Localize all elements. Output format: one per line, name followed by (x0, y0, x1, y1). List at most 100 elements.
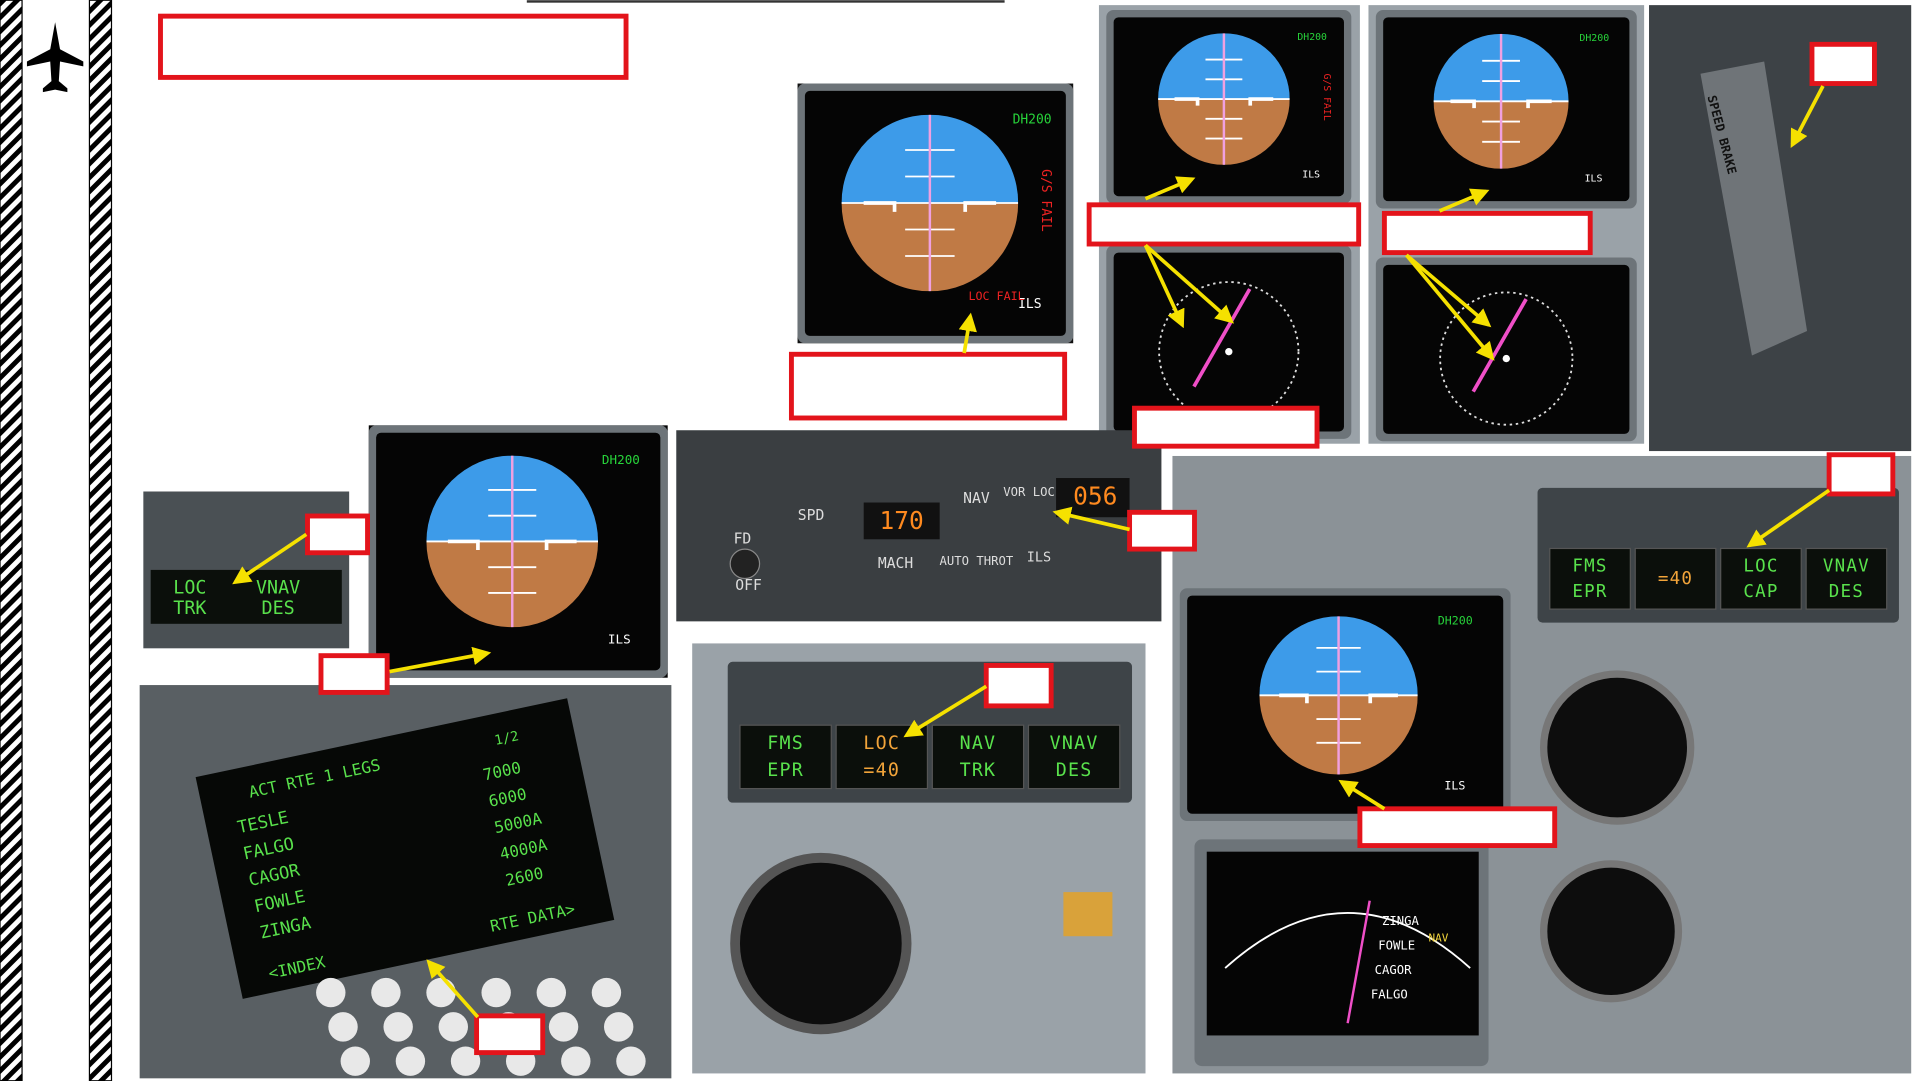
label: NAV (960, 733, 997, 754)
callout-arrow (1438, 188, 1490, 213)
label: DH200 (1297, 32, 1327, 43)
altimeter (730, 852, 912, 1035)
track (1346, 900, 1371, 1024)
label: LOC (173, 577, 206, 598)
callout-box (1381, 210, 1593, 256)
key (371, 977, 401, 1008)
side-stripe (88, 0, 113, 1081)
callout-arrow (903, 684, 988, 738)
callout-arrow (958, 312, 977, 354)
label: G/S FAIL (1321, 74, 1332, 121)
key (328, 1012, 358, 1042)
callout-box (983, 663, 1054, 709)
key (340, 1046, 370, 1076)
label: DH200 (602, 452, 640, 467)
label: FALGO (1371, 988, 1408, 1002)
callout-arrow (232, 532, 308, 585)
compass-rose (1439, 291, 1574, 426)
label: CAGOR (1375, 963, 1413, 977)
callout-arrow (1144, 243, 1235, 324)
callout-arrow (1052, 506, 1130, 532)
label: VNAV (1823, 557, 1870, 577)
label: VNAV (256, 577, 300, 598)
aircraft-symbol (1450, 99, 1552, 109)
key (548, 1012, 579, 1042)
fma-cell (1027, 724, 1121, 790)
top-edge (526, 0, 1005, 3)
aircraft-symbol (1279, 693, 1398, 704)
compass-rose (1158, 281, 1300, 423)
label: MACH (878, 555, 913, 572)
label: =40 (863, 760, 900, 781)
aircraft-symbol (447, 539, 577, 551)
label: LOC (863, 733, 900, 754)
adi: DH200 ILS G/S FAIL (1106, 10, 1352, 204)
adi: DH200 ILS (1375, 10, 1637, 209)
callout-box (1132, 405, 1320, 449)
screen (1383, 264, 1630, 434)
fma-cell (1549, 547, 1631, 610)
label: AUTO THROT (940, 554, 1014, 568)
label: CAP (1743, 582, 1778, 602)
key (438, 1012, 468, 1042)
altimeter (1539, 670, 1695, 825)
label: DES (1056, 760, 1093, 781)
label: VNAV (1050, 733, 1099, 754)
label: DES (1829, 582, 1864, 602)
label: ILS (1302, 170, 1320, 181)
label: =40 (1658, 569, 1693, 589)
label: 1/2 (493, 728, 520, 749)
callout-arrow (389, 646, 492, 674)
annunciator (1063, 892, 1113, 937)
airplane-icon (26, 22, 84, 93)
aircraft-symbol (863, 201, 997, 212)
label: G/S FAIL (1038, 169, 1053, 232)
label: VOR LOC (1003, 485, 1055, 499)
fma-cell (1634, 547, 1717, 610)
course-needle (1471, 298, 1528, 393)
nav-display: ZINGA FOWLE CAGOR FALGO NAV (1194, 670, 1695, 1067)
callout-box (1826, 452, 1896, 497)
label: ILS (1444, 779, 1465, 793)
screen (1113, 252, 1344, 432)
label: ILS (608, 631, 631, 646)
key (450, 1046, 481, 1076)
callout-box (318, 653, 390, 695)
cdu-screen (195, 698, 615, 999)
label: FMS (1572, 557, 1607, 577)
callout-arrow (1338, 779, 1386, 811)
key (481, 977, 511, 1008)
label: EPR (767, 760, 804, 781)
callout-arrow (1746, 488, 1831, 548)
label: OFF (735, 577, 762, 594)
label: NAV (963, 490, 990, 507)
key (383, 1012, 413, 1042)
label: LOC FAIL (968, 289, 1024, 303)
callout-box (1357, 806, 1558, 849)
course-needle (1192, 288, 1252, 388)
label: LOC (1743, 557, 1778, 577)
callout-box (1086, 202, 1362, 247)
adi: DH200 ILS G/S FAIL LOC FAIL (797, 83, 1074, 344)
speed-window (863, 502, 940, 540)
label: 056 (1073, 482, 1117, 511)
label: TRK (173, 598, 206, 619)
label: ILS (1585, 174, 1603, 185)
key (426, 977, 456, 1008)
callout-arrow (1405, 253, 1495, 361)
callout-arrow (1405, 253, 1492, 328)
callout-box (158, 13, 629, 80)
radar (1539, 860, 1683, 1003)
side-stripe (0, 0, 23, 1081)
adi: DH200 ILS (1179, 588, 1511, 822)
key (616, 1046, 646, 1076)
label: 170 (880, 506, 924, 535)
fd-switch (729, 548, 761, 580)
sphere (1433, 33, 1569, 169)
fma-cell (1805, 547, 1888, 610)
callout-box (474, 1013, 546, 1056)
label: NAV (1428, 932, 1448, 945)
label: ILS (1027, 550, 1051, 566)
